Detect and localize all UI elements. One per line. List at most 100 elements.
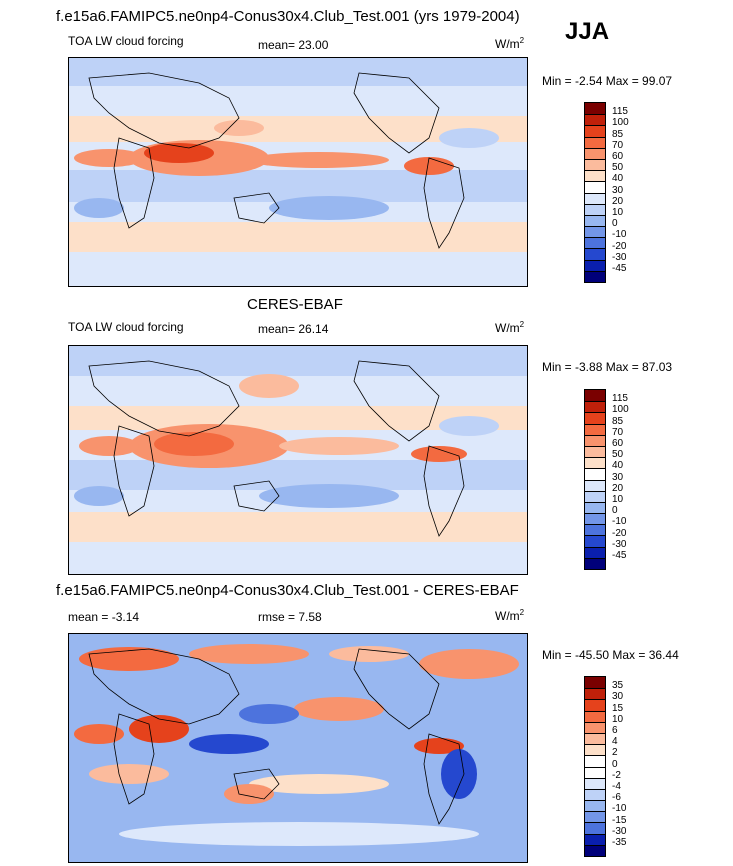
colorbar-tick-label: 40: [612, 460, 624, 472]
colorbar-tick-label: -10: [612, 229, 627, 241]
panel1-colorbar: [584, 102, 606, 283]
colorbar-cell: [585, 114, 605, 126]
colorbar-cell: [585, 833, 605, 845]
colorbar-cell: [585, 468, 605, 480]
colorbar-tick-label: 30: [612, 184, 624, 196]
colorbar-cell: [585, 546, 605, 558]
colorbar-cell: [585, 721, 605, 733]
panel2-title: CERES-EBAF: [247, 296, 343, 313]
colorbar-cell: [585, 800, 605, 812]
colorbar-cell: [585, 710, 605, 722]
colorbar-cell: [585, 158, 605, 171]
colorbar-tick-label: -4: [612, 781, 621, 792]
colorbar-tick-label: -10: [612, 516, 627, 528]
panel3-title: f.e15a6.FAMIPC5.ne0np4-Conus30x4.Club_Te…: [56, 582, 519, 599]
colorbar-cell: [585, 181, 605, 193]
panel3-mean: mean = -3.14: [68, 610, 140, 624]
colorbar-cell: [585, 270, 605, 282]
colorbar-tick-label: -30: [612, 825, 627, 837]
colorbar-cell: [585, 136, 605, 148]
colorbar-tick-label: 85: [612, 128, 624, 140]
colorbar-cell: [585, 170, 605, 182]
colorbar-cell: [585, 513, 605, 525]
colorbar-cell: [585, 788, 605, 801]
colorbar-tick-label: 0: [612, 218, 618, 230]
colorbar-cell: [585, 434, 605, 446]
colorbar-cell: [585, 755, 605, 767]
colorbar-cell: [585, 226, 605, 238]
colorbar-cell: [585, 535, 605, 547]
season-label: JJA: [565, 18, 610, 45]
panel2-units: W/m2: [495, 320, 525, 335]
colorbar-tick-label: 35: [612, 680, 624, 692]
colorbar-cell: [585, 147, 605, 159]
colorbar-tick-label: 100: [612, 117, 629, 129]
colorbar-tick-label: 100: [612, 404, 629, 416]
colorbar-cell: [585, 412, 605, 424]
panel2-minmax: Min = -3.88 Max = 87.03: [542, 360, 673, 374]
panel3-rmse: rmse = 7.58: [258, 610, 322, 624]
panel3-minmax: Min = -45.50 Max = 36.44: [542, 648, 679, 662]
colorbar-tick-label: -15: [612, 814, 627, 826]
panel1-units: W/m2: [495, 36, 525, 51]
colorbar-tick-label: -30: [612, 251, 627, 263]
colorbar-tick-label: 85: [612, 415, 624, 427]
colorbar-tick-label: 115: [612, 393, 628, 405]
colorbar-cell: [585, 811, 605, 823]
panel1-map: [68, 57, 528, 287]
colorbar-tick-label: -10: [612, 803, 627, 815]
colorbar-cell: [585, 390, 605, 402]
colorbar-cell: [585, 214, 605, 227]
panel1-minmax: Min = -2.54 Max = 99.07: [542, 74, 673, 88]
colorbar-tick-label: -20: [612, 527, 627, 539]
panel2-colorbar: [584, 389, 606, 570]
colorbar-cell: [585, 445, 605, 458]
colorbar-tick-label: 70: [612, 426, 624, 438]
colorbar-tick-label: 10: [612, 494, 624, 505]
colorbar-tick-label: 30: [612, 471, 624, 483]
colorbar-tick-label: -45: [612, 263, 627, 274]
colorbar-tick-label: 30: [612, 691, 624, 703]
colorbar-tick-label: 2: [612, 747, 618, 759]
colorbar-tick-label: 15: [612, 702, 624, 714]
colorbar-tick-label: -35: [612, 837, 627, 848]
colorbar-cell: [585, 237, 605, 249]
panel2-left-label: TOA LW cloud forcing: [68, 320, 184, 334]
colorbar-cell: [585, 844, 605, 856]
panel2-map: [68, 345, 528, 575]
colorbar-tick-label: 60: [612, 151, 624, 162]
colorbar-cell: [585, 479, 605, 491]
colorbar-cell: [585, 103, 605, 115]
colorbar-cell: [585, 401, 605, 413]
map-svg: [69, 58, 527, 286]
colorbar-cell: [585, 822, 605, 834]
colorbar-cell: [585, 192, 605, 204]
colorbar-tick-label: 20: [612, 482, 624, 494]
colorbar-cell: [585, 259, 605, 271]
panel3-map: [68, 633, 528, 863]
colorbar-tick-label: -30: [612, 538, 627, 550]
colorbar-cell: [585, 732, 605, 745]
colorbar-cell: [585, 248, 605, 260]
colorbar-tick-label: -45: [612, 550, 627, 561]
colorbar-tick-label: 70: [612, 139, 624, 151]
colorbar-cell: [585, 490, 605, 502]
colorbar-tick-label: 20: [612, 195, 624, 207]
map-svg: [69, 346, 527, 574]
colorbar-cell: [585, 125, 605, 137]
map-svg: [69, 634, 527, 862]
colorbar-tick-label: -6: [612, 792, 621, 804]
colorbar-cell: [585, 457, 605, 469]
colorbar-cell: [585, 699, 605, 711]
colorbar-tick-label: 40: [612, 173, 624, 185]
colorbar-cell: [585, 557, 605, 569]
colorbar-tick-label: 10: [612, 207, 624, 218]
colorbar-tick-label: 0: [612, 758, 618, 770]
colorbar-cell: [585, 777, 605, 789]
colorbar-cell: [585, 203, 605, 215]
colorbar-cell: [585, 524, 605, 536]
colorbar-cell: [585, 766, 605, 778]
colorbar-tick-label: -20: [612, 240, 627, 252]
colorbar-cell: [585, 501, 605, 514]
colorbar-cell: [585, 423, 605, 435]
